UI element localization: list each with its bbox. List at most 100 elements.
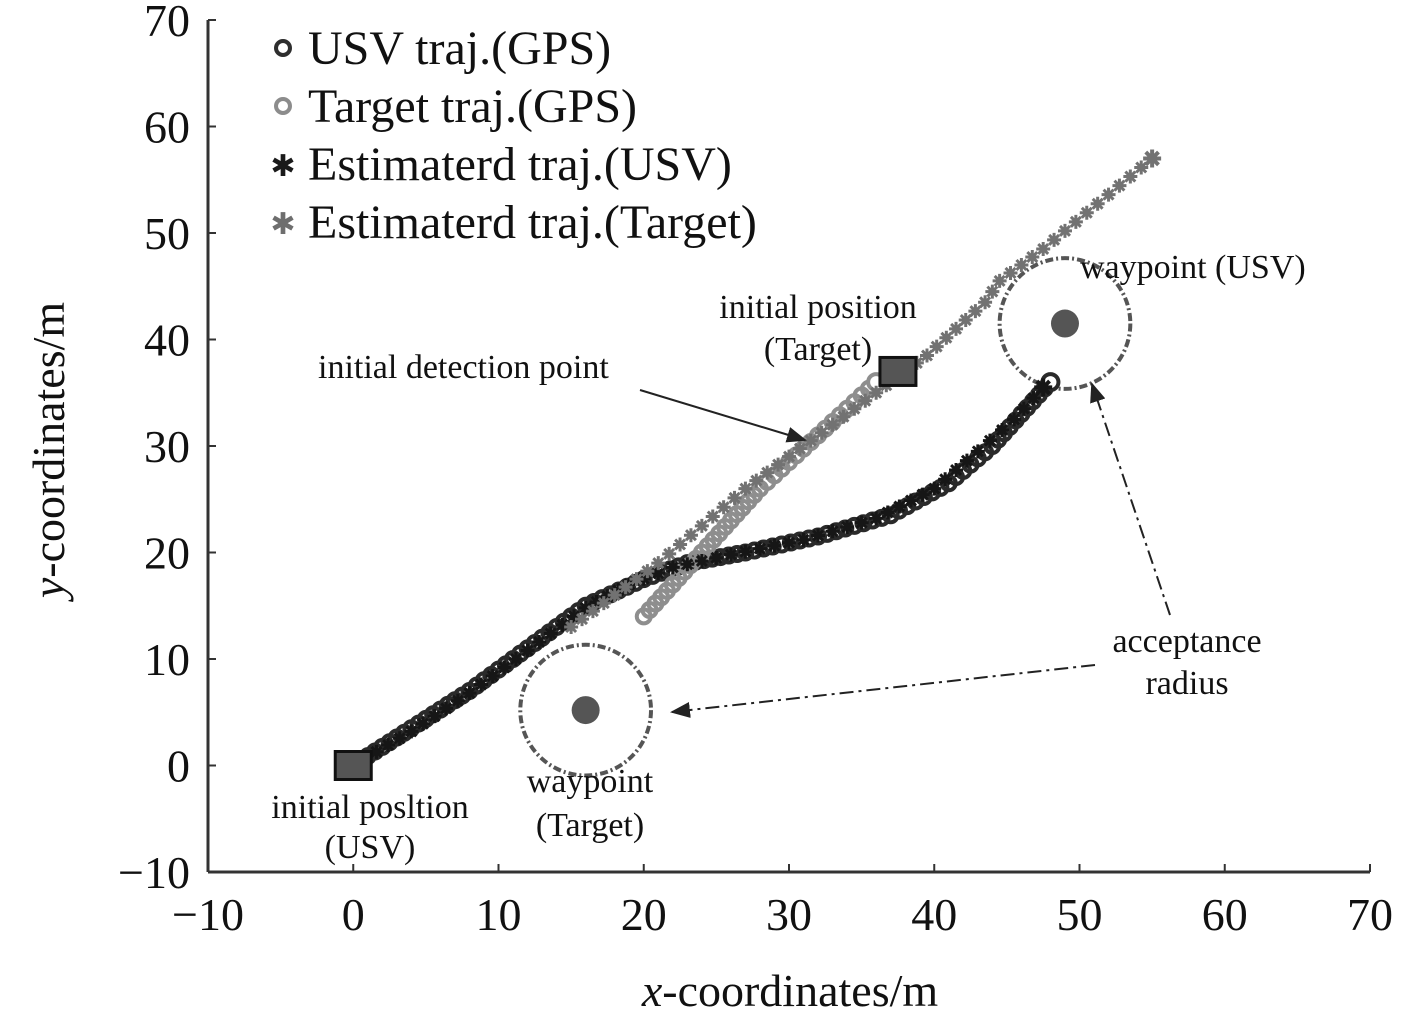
series-2-point <box>811 528 826 543</box>
x-tick-label: −10 <box>172 889 244 940</box>
series-3-point <box>1090 196 1105 211</box>
annot-initial-position-target-2: (Target) <box>764 331 872 368</box>
x-tick-label: 0 <box>342 889 365 940</box>
series-2-point <box>959 453 974 468</box>
arrow-acceptance-usv <box>1090 382 1171 616</box>
series-2-point <box>825 524 840 539</box>
series-2-point <box>589 595 604 610</box>
annot-initial-position-target-1: initial position <box>719 289 916 326</box>
series-3-point <box>792 441 807 456</box>
series-3-point <box>1079 205 1094 220</box>
legend: USV traj.(GPS) Target traj.(GPS) ✱ Estim… <box>270 22 756 249</box>
series-2-point <box>752 541 767 556</box>
series-3-point <box>760 465 775 480</box>
tick-labels: −10 0 10 20 30 40 50 60 70 −10 0 10 20 30 40 50 60 70 <box>118 0 1393 940</box>
arrow-initial-detection <box>639 389 807 443</box>
y-tick-label: 40 <box>144 315 190 366</box>
series-3-point <box>738 481 753 496</box>
series-2-point <box>892 499 907 514</box>
series-3-point <box>782 449 796 464</box>
series-3-point <box>705 509 720 524</box>
series-2-point <box>450 693 465 708</box>
series-3-point <box>1057 223 1072 238</box>
series-3-point <box>1003 265 1018 280</box>
series-3-point <box>1101 187 1116 202</box>
series-2-point <box>869 511 884 526</box>
y-tick-label: −10 <box>118 847 190 898</box>
series-3-point <box>564 620 579 635</box>
series-2-point <box>927 481 942 496</box>
series-3-point <box>814 425 829 440</box>
waypoint-target-acceptance-circle <box>518 642 654 778</box>
series-3-point <box>1014 257 1029 272</box>
series-3-point <box>1112 178 1127 193</box>
series-3-point <box>727 490 742 505</box>
series-3-point <box>596 596 611 611</box>
y-tick-label: 50 <box>144 208 190 259</box>
y-axis-label: y-coordinates/m <box>23 302 74 603</box>
series-3-point <box>978 295 993 310</box>
series-2-point <box>427 709 442 724</box>
series-2-point <box>381 738 396 753</box>
waypoint-usv-dot <box>1050 309 1079 338</box>
series-2-point <box>497 660 512 675</box>
series-3-point <box>640 564 655 579</box>
series-3-point <box>683 528 698 543</box>
initial-position-markers <box>333 355 918 781</box>
series-3-point <box>919 348 934 363</box>
x-tick-label: 10 <box>476 889 522 940</box>
series-2-point <box>680 557 695 572</box>
x-axis-label: x-coordinates/m <box>641 965 939 1016</box>
annot-acceptance-2: radius <box>1145 665 1228 702</box>
series-0 <box>344 372 1061 775</box>
annot-waypoint-usv: waypoint (USV) <box>1080 249 1306 286</box>
series-3-point <box>939 330 954 345</box>
series-2-point <box>782 535 796 550</box>
initial-position-target-marker <box>878 355 918 387</box>
initial-position-usv-marker <box>333 750 373 781</box>
series-2-point <box>767 538 782 553</box>
series-2-point <box>915 487 930 502</box>
y-tick-label: 70 <box>144 0 190 46</box>
series-3-point <box>575 612 590 627</box>
legend-label-target-gps: Target traj.(GPS) <box>308 80 637 133</box>
series-3-point <box>847 401 862 416</box>
series-2-point <box>651 566 666 581</box>
series-3-point <box>651 556 666 571</box>
series-2-point <box>532 634 547 649</box>
series-2-point <box>520 643 535 658</box>
series-3-point <box>771 457 786 472</box>
series-3-point <box>869 385 884 400</box>
annot-initial-position-usv-2: (USV) <box>325 829 416 866</box>
series-2-point <box>462 686 477 701</box>
series-3-point <box>585 604 600 619</box>
series-2-point <box>485 669 500 684</box>
data-series <box>344 149 1162 775</box>
series-2-point <box>995 423 1010 438</box>
series-3-point <box>1123 169 1138 184</box>
series-2-point <box>415 716 430 731</box>
series-2-point <box>578 600 593 615</box>
series-2-point <box>904 493 919 508</box>
series-3-point <box>858 393 873 408</box>
series-3-point <box>958 312 973 327</box>
y-tick-label: 0 <box>167 741 190 792</box>
series-3-point <box>673 537 688 552</box>
legend-label-usv-gps: USV traj.(GPS) <box>308 22 611 75</box>
annot-waypoint-target-2: (Target) <box>536 807 644 844</box>
series-2-point <box>694 554 709 569</box>
arrow-acceptance-target <box>670 664 1096 718</box>
series-2-point <box>840 519 855 534</box>
legend-marker-usv-gps <box>274 39 292 57</box>
series-3-point <box>1068 214 1083 229</box>
x-tick-label: 30 <box>766 889 812 940</box>
axes <box>206 19 1371 874</box>
series-2-point <box>1016 401 1031 416</box>
legend-marker-est-usv: ✱ <box>270 149 295 184</box>
series-2-point <box>567 609 582 624</box>
series-2-point <box>600 589 615 604</box>
series-3-point <box>825 417 840 432</box>
series-3-point <box>992 273 1007 288</box>
series-0-point <box>836 519 855 538</box>
